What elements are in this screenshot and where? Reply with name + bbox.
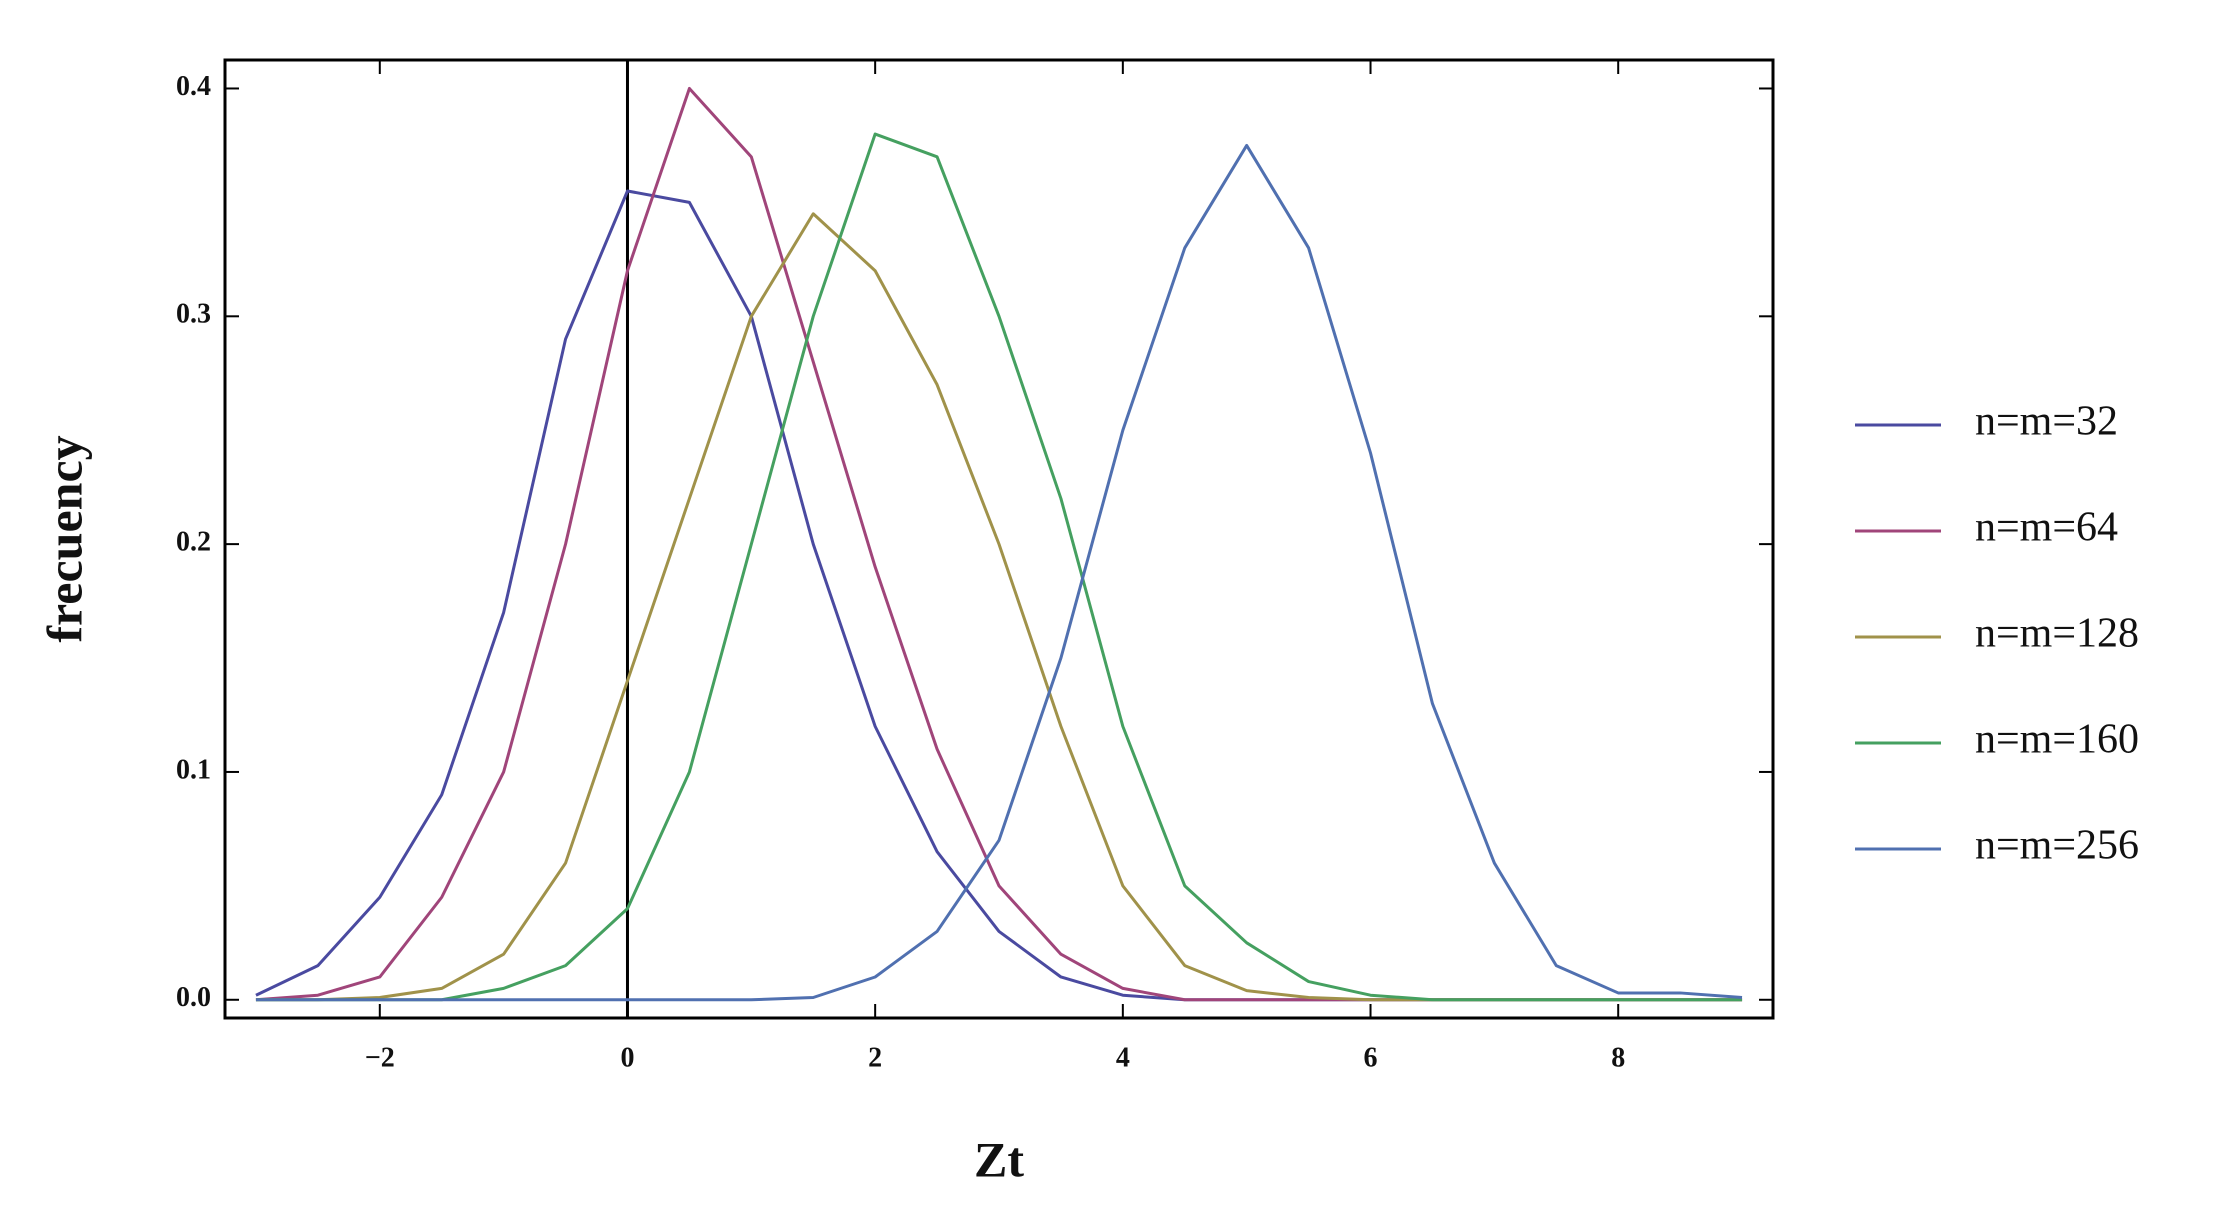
legend-label: n=m=256	[1975, 823, 2139, 869]
legend-label: n=m=160	[1975, 717, 2139, 763]
y-tick-label: 0.4	[176, 71, 211, 102]
series-line	[255, 143, 1743, 1002]
x-tick-label: −2	[365, 1042, 395, 1073]
x-tick-label: 8	[1611, 1042, 1625, 1073]
y-axis-label: frecuency	[36, 435, 92, 642]
legend-label: n=m=64	[1975, 505, 2118, 551]
series-line	[255, 132, 1743, 1002]
y-tick-label: 0.0	[176, 982, 211, 1013]
x-tick-label: 0	[620, 1042, 634, 1073]
legend-label: n=m=128	[1975, 611, 2139, 657]
x-tick-label: 2	[868, 1042, 882, 1073]
y-tick-label: 0.3	[176, 299, 211, 330]
x-axis-label: Zt	[974, 1131, 1024, 1187]
legend-label: n=m=32	[1975, 399, 2118, 445]
series-line	[255, 212, 1743, 1002]
x-tick-label: 6	[1364, 1042, 1378, 1073]
y-tick-label: 0.2	[176, 527, 211, 558]
plot-frame	[223, 58, 1775, 1020]
x-tick-label: 4	[1116, 1042, 1130, 1073]
y-tick-label: 0.1	[176, 754, 211, 785]
